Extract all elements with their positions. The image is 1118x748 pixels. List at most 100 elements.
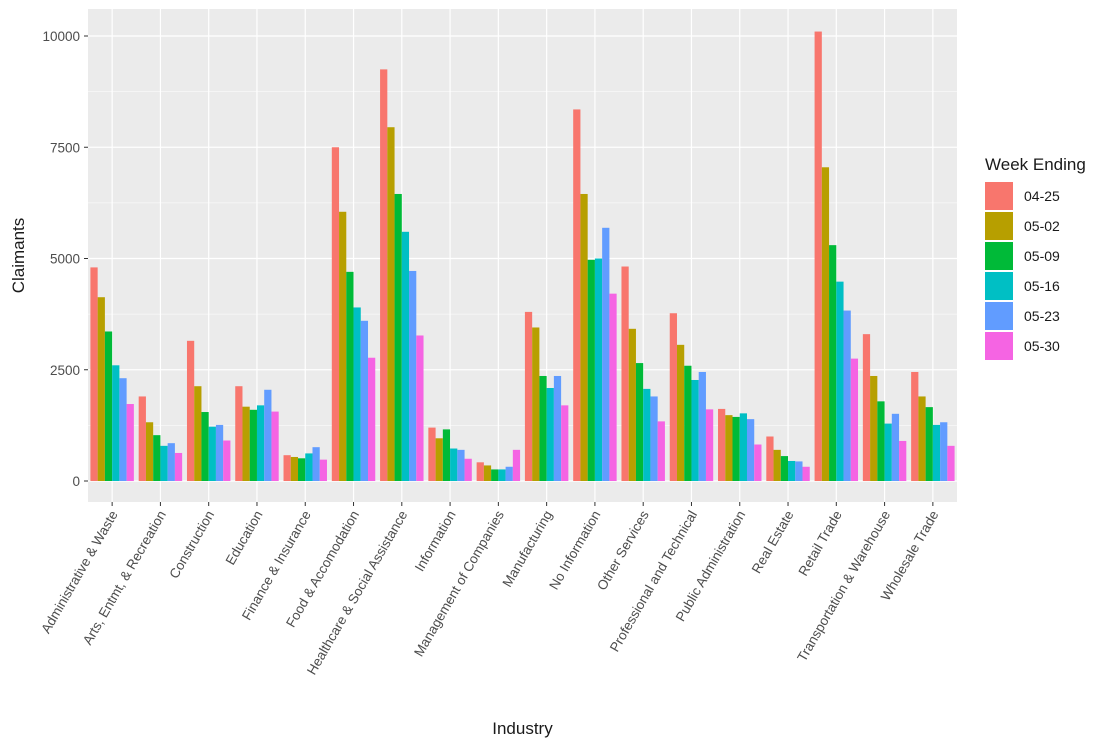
bar [242, 406, 250, 481]
bar [368, 357, 376, 481]
plot-panel [88, 9, 957, 502]
bar [573, 109, 581, 482]
bar [498, 469, 506, 481]
bar [532, 327, 540, 481]
bar [594, 258, 603, 481]
x-tick-label: Manufacturing [499, 508, 555, 590]
bar [732, 416, 740, 481]
bar [691, 379, 699, 481]
bar [746, 419, 755, 481]
bar [918, 396, 926, 481]
bar [539, 375, 547, 481]
bar [483, 465, 492, 481]
bar [174, 452, 183, 481]
bar [512, 449, 521, 481]
legend-swatch [985, 332, 1013, 360]
y-axis-title: Claimants [9, 218, 28, 294]
bar [360, 320, 369, 481]
bar [126, 404, 134, 481]
bar [223, 440, 231, 481]
bar [435, 438, 443, 481]
y-tick-label: 0 [72, 474, 80, 489]
bar [290, 456, 299, 481]
bar [387, 127, 395, 481]
legend-label: 05-16 [1024, 278, 1060, 294]
bar [97, 297, 105, 481]
bar [561, 405, 569, 481]
bar [380, 69, 388, 481]
bar [153, 435, 161, 481]
bar [795, 461, 803, 481]
bar [450, 448, 458, 481]
bar [829, 245, 837, 481]
bar [249, 409, 257, 481]
bar [925, 407, 933, 481]
bar [773, 449, 781, 481]
bar [491, 469, 499, 481]
bar [802, 466, 810, 481]
bar [684, 365, 692, 481]
bar [718, 408, 726, 481]
bar [235, 386, 243, 481]
bar [319, 459, 327, 481]
bar [416, 335, 424, 481]
bar [394, 193, 402, 481]
bar [899, 440, 907, 481]
x-tick-label: Information [412, 508, 459, 574]
bar [947, 445, 955, 481]
bar [940, 422, 948, 481]
bar [464, 458, 472, 481]
bar [442, 429, 451, 481]
y-tick-label: 2500 [50, 363, 80, 378]
bar [194, 386, 202, 481]
legend-label: 05-02 [1024, 218, 1060, 234]
bar [305, 453, 313, 481]
bar [643, 388, 651, 481]
bar [725, 415, 733, 481]
bar [138, 396, 146, 481]
bar [850, 358, 859, 481]
x-tick-label: Arts, Entmt, & Recreation [80, 508, 169, 647]
legend-label: 05-09 [1024, 248, 1060, 264]
bar [160, 445, 168, 481]
x-tick-label: Construction [166, 508, 217, 581]
bar [862, 334, 871, 481]
bar [821, 167, 830, 481]
bar [401, 231, 410, 481]
bar [754, 444, 762, 481]
bar [271, 411, 279, 481]
y-axis: 0 2500 5000 7500 10000 [42, 29, 88, 489]
minor-gridlines [88, 91, 957, 426]
bar [669, 313, 677, 481]
bar [119, 378, 127, 481]
bar [346, 271, 354, 481]
bar [476, 462, 484, 481]
legend-swatch [985, 182, 1013, 210]
bar [546, 387, 554, 481]
bar [331, 147, 340, 481]
legend-label: 04-25 [1024, 188, 1060, 204]
x-tick-label: Management of Companies [411, 508, 507, 659]
y-tick-label: 7500 [50, 140, 80, 155]
legend: Week Ending 04-25 05-02 05-09 05-16 05-23 05-… [985, 155, 1086, 360]
bar [580, 193, 588, 481]
bar [298, 458, 306, 481]
bar [698, 371, 706, 481]
bar [609, 293, 617, 481]
legend-swatch [985, 242, 1013, 270]
x-tick-label: Transportation & Warehouse [794, 508, 893, 664]
bar [766, 436, 774, 481]
bar [628, 328, 636, 481]
bar [705, 409, 714, 481]
bar [788, 460, 796, 481]
bar [587, 259, 595, 481]
bar [145, 422, 154, 481]
y-tick-label: 10000 [42, 29, 80, 44]
bar [457, 449, 465, 481]
legend-swatch [985, 302, 1013, 330]
bar [553, 375, 562, 481]
bar [167, 443, 175, 481]
bar [621, 266, 629, 481]
bar [409, 270, 417, 481]
